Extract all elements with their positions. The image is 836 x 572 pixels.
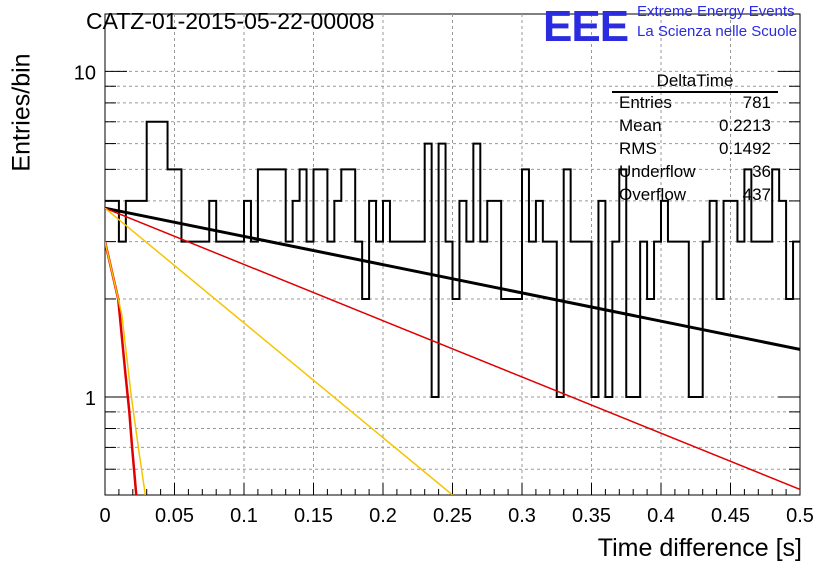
x-axis-label: Time difference [s] <box>597 534 802 562</box>
fit-curve-3 <box>105 241 138 495</box>
y-tick-label: 10 <box>74 62 96 84</box>
stats-box-title: DeltaTime <box>612 71 778 93</box>
x-tick-label: 0 <box>99 505 110 527</box>
chart-title: CATZ-01-2015-05-22-00008 <box>86 8 375 34</box>
x-tick-label: 0.4 <box>647 505 675 527</box>
logo-line-1: Extreme Energy Events <box>637 3 795 20</box>
stats-value: 781 <box>742 93 771 112</box>
stats-key: Underflow <box>619 162 696 181</box>
fit-curve-2 <box>105 207 453 495</box>
stats-key: Entries <box>619 93 672 112</box>
logo-line-2: La Scienza nelle Scuole <box>637 23 798 40</box>
x-tick-label: 0.45 <box>711 505 750 527</box>
x-tick-label: 0.05 <box>155 505 194 527</box>
x-tick-label: 0.2 <box>369 505 397 527</box>
x-tick-label: 0.35 <box>572 505 611 527</box>
stats-value: 36 <box>752 162 771 181</box>
stats-value: 0.2213 <box>719 116 771 135</box>
fit-curve-0 <box>105 206 800 351</box>
y-axis-label: Entries/bin <box>7 53 36 172</box>
stats-value: 437 <box>742 185 771 204</box>
stats-value: 0.1492 <box>719 139 771 158</box>
stats-key: RMS <box>619 139 657 158</box>
stats-key: Overflow <box>619 185 687 204</box>
x-tick-label: 0.15 <box>294 505 333 527</box>
histogram-series <box>105 120 800 398</box>
y-tick-label: 1 <box>85 388 96 410</box>
fit-curve-4 <box>105 241 147 495</box>
eee-logo: EEE <box>543 2 629 51</box>
x-tick-label: 0.5 <box>786 505 814 527</box>
x-tick-label: 0.3 <box>508 505 536 527</box>
fit-curve-1 <box>105 207 800 491</box>
stats-key: Mean <box>619 116 662 135</box>
x-tick-label: 0.1 <box>230 505 258 527</box>
x-tick-label: 0.25 <box>433 505 472 527</box>
